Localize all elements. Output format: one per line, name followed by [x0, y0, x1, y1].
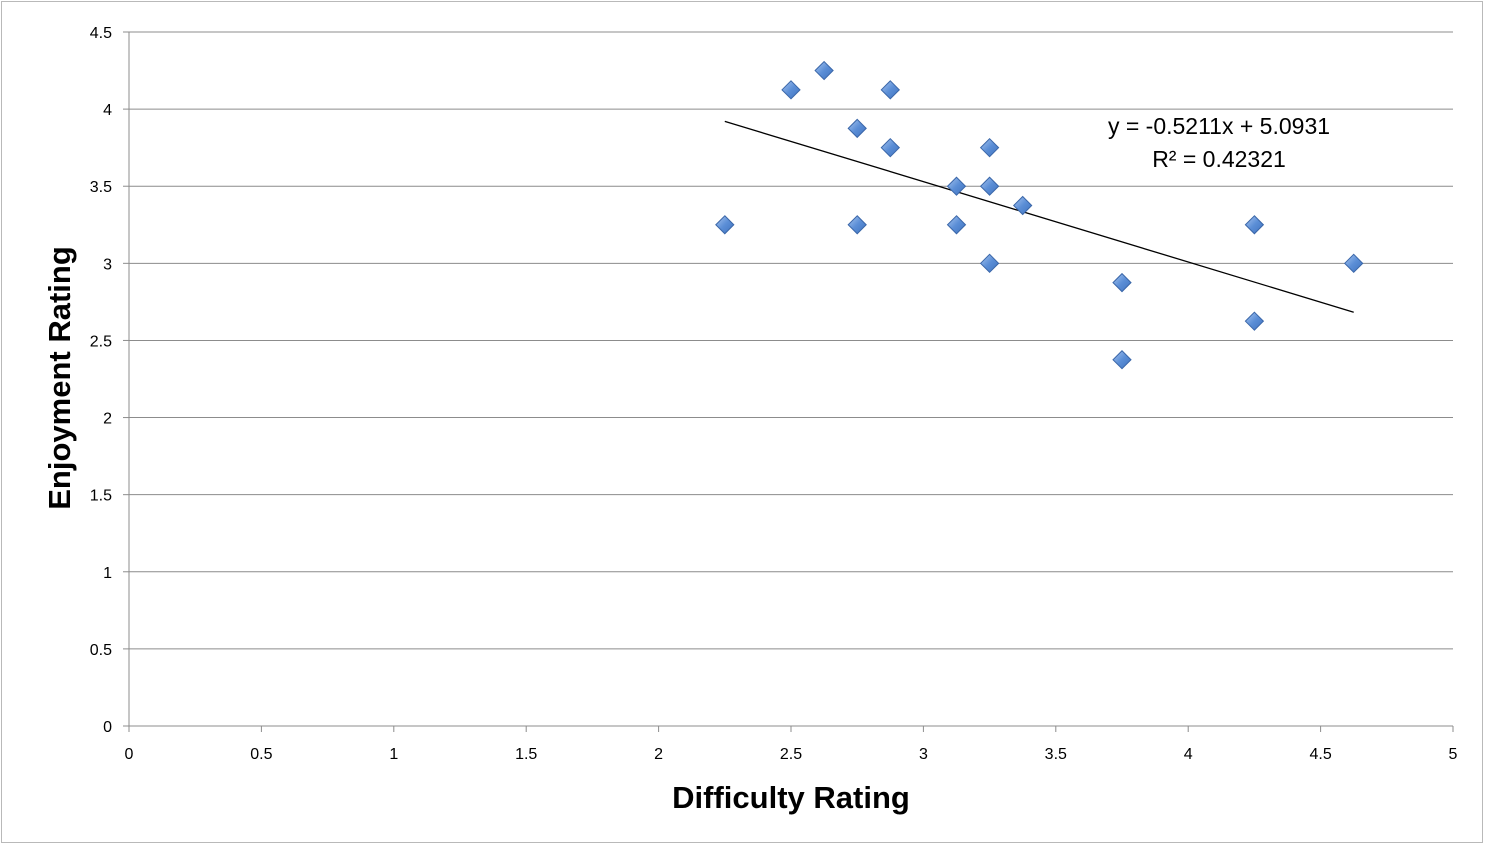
trendline-r2-label: R² = 0.42321: [1152, 146, 1286, 172]
y-tick-label: 3.5: [90, 179, 112, 196]
data-point: [1244, 215, 1265, 235]
x-tick-label: 2: [654, 746, 663, 763]
y-tick-label: 2.5: [90, 333, 112, 350]
x-tick-label: 0: [125, 746, 134, 763]
y-tick-labels: 0 0.5 1 1.5 2 2.5 3 3.5 4 4.5: [90, 25, 112, 736]
data-point: [847, 215, 867, 235]
data-point: [1244, 311, 1265, 331]
x-tick-label: 2.5: [780, 746, 802, 763]
data-point: [781, 80, 801, 100]
y-axis-title: Enjoyment Rating: [42, 246, 77, 510]
y-tick-label: 0.5: [90, 642, 112, 659]
gridlines: [129, 31, 1453, 650]
trendline-group: [724, 120, 1354, 313]
data-point: [1112, 272, 1132, 293]
y-tick-label: 2: [103, 411, 112, 428]
data-point: [880, 137, 901, 158]
data-point: [880, 80, 901, 100]
trendline: [724, 120, 1354, 313]
data-point: [1343, 253, 1364, 274]
x-tick-label: 4: [1184, 746, 1193, 763]
y-tick-label: 4.5: [90, 25, 112, 42]
data-point: [1012, 195, 1033, 216]
data-point: [715, 215, 735, 235]
x-tick-label: 5: [1449, 746, 1458, 763]
x-tick-label: 3.5: [1045, 746, 1067, 763]
data-point: [979, 137, 1000, 158]
y-tick-label: 1.5: [90, 488, 112, 505]
x-tick-label: 0.5: [250, 746, 272, 763]
axes: [123, 31, 1454, 732]
data-point: [814, 60, 834, 81]
data-point: [979, 176, 1000, 196]
x-axis-title: Difficulty Rating: [672, 780, 910, 815]
x-tick-label: 3: [919, 746, 928, 763]
y-tick-label: 4: [103, 102, 112, 119]
data-point: [1112, 350, 1132, 370]
y-tick-label: 3: [103, 256, 112, 273]
x-tick-label: 1: [389, 746, 398, 763]
data-point: [946, 215, 967, 235]
data-point: [979, 253, 1000, 274]
y-tick-label: 0: [103, 719, 112, 736]
x-tick-labels: 0 0.5 1 1.5 2 2.5 3 3.5 4 4.5 5: [125, 746, 1458, 763]
y-tick-label: 1: [103, 565, 112, 582]
x-tick-label: 1.5: [515, 746, 537, 763]
data-points: [715, 60, 1364, 370]
trendline-equation-label: y = -0.5211x + 5.0931: [1108, 113, 1330, 139]
x-tick-label: 4.5: [1309, 746, 1331, 763]
data-point: [946, 176, 967, 196]
data-point: [847, 118, 867, 139]
